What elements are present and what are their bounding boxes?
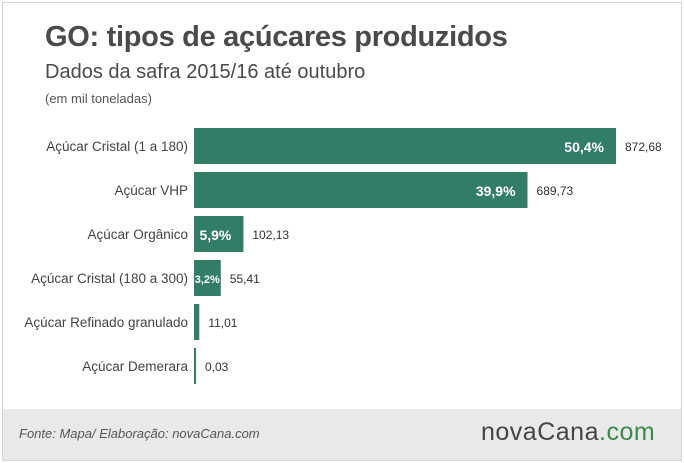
percent-label-2: 5,9% (199, 227, 231, 243)
value-label-3: 55,41 (230, 272, 260, 286)
bar-1 (194, 172, 528, 208)
bar-3 (194, 260, 221, 296)
value-label-1: 689,73 (537, 184, 574, 198)
bar-2 (194, 216, 244, 252)
value-label-4: 11,01 (208, 316, 237, 330)
logo-tld-text: com (606, 418, 656, 446)
category-label-5: Açúcar Demerara (82, 359, 188, 374)
footer-bar: Fonte: Mapa/ Elaboração: novaCana.com no… (3, 409, 681, 460)
bar-0 (194, 128, 616, 164)
unit-note: (em mil toneladas) (45, 91, 152, 106)
category-label-4: Açúcar Refinado granulado (24, 315, 188, 330)
percent-label-1: 39,9% (476, 183, 516, 199)
category-label-1: Açúcar VHP (114, 183, 188, 198)
logo-main-text: novaCana (481, 418, 599, 446)
value-label-2: 102,13 (252, 228, 289, 242)
chart-title: GO: tipos de açúcares produzidos (45, 21, 508, 53)
percent-label-3: 3,2% (195, 274, 220, 286)
category-label-2: Açúcar Orgânico (87, 227, 188, 242)
percent-label-0: 50,4% (564, 139, 604, 155)
value-label-5: 0,03 (205, 360, 229, 374)
bar-4 (194, 304, 200, 340)
bar-5 (194, 348, 196, 384)
value-label-0: 872,68 (625, 140, 662, 154)
category-label-3: Açúcar Cristal (180 a 300) (31, 271, 188, 286)
chart-subtitle: Dados da safra 2015/16 até outubro (45, 61, 366, 83)
category-label-0: Açúcar Cristal (1 a 180) (46, 139, 188, 154)
novacana-logo: novaCana.com (481, 418, 655, 447)
logo-dot: . (598, 418, 607, 446)
source-note: Fonte: Mapa/ Elaboração: novaCana.com (19, 426, 260, 441)
